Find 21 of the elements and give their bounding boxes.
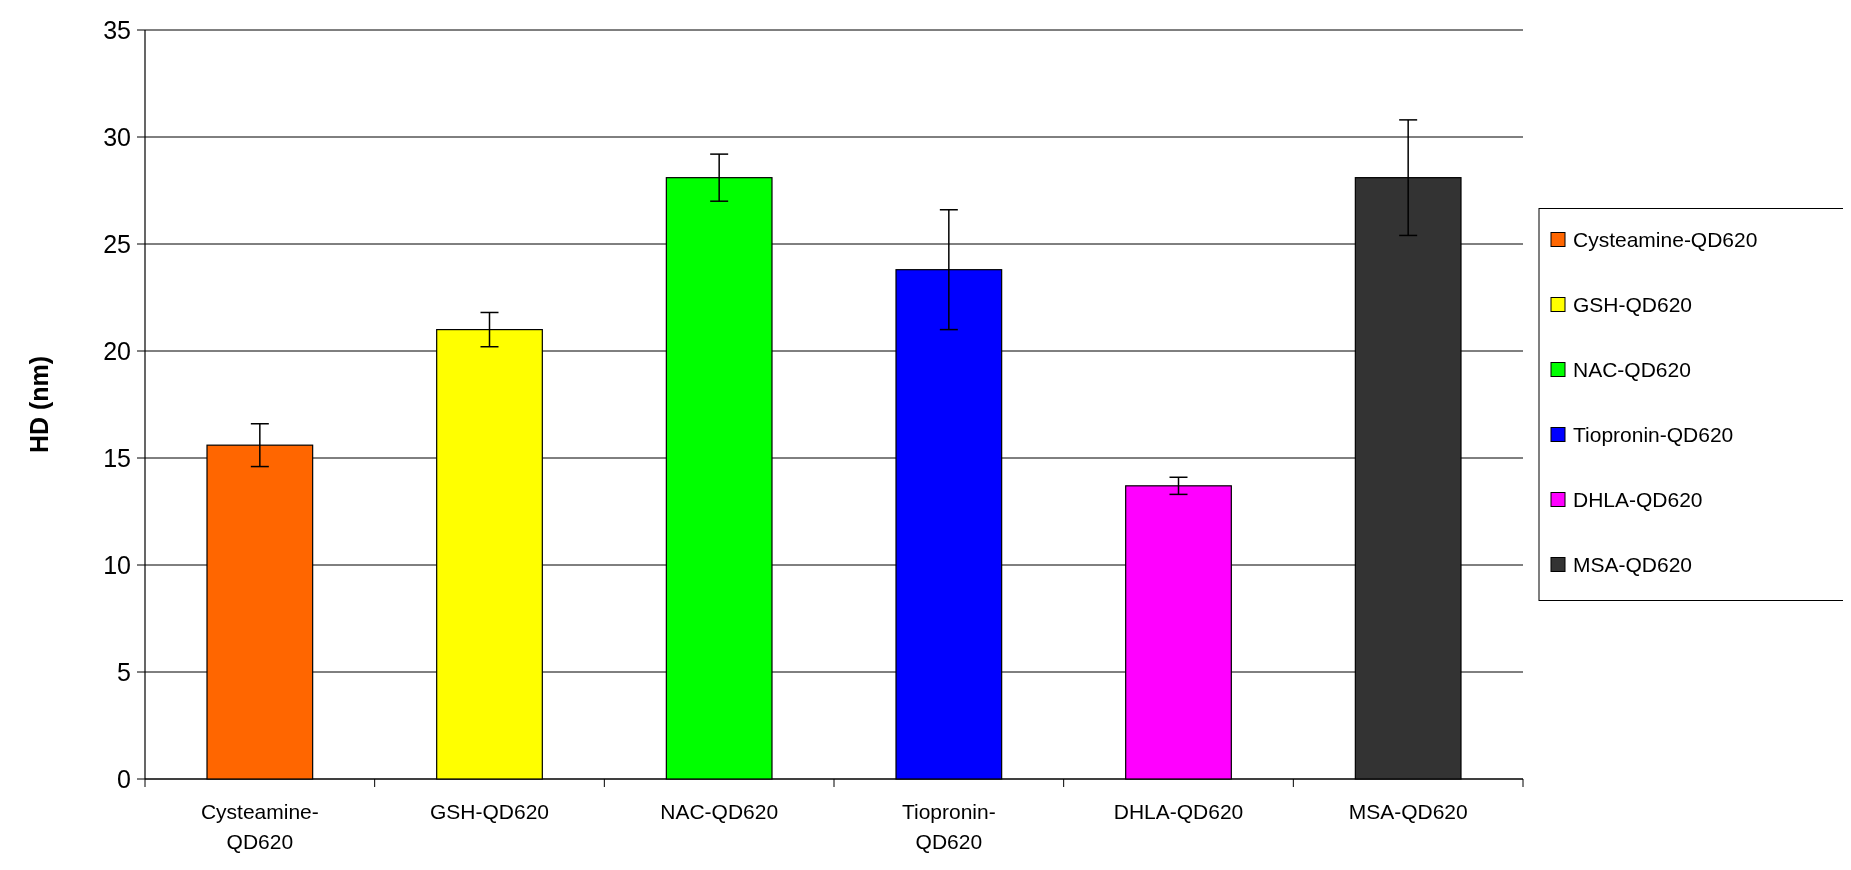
legend-label: Cysteamine-QD620: [1573, 227, 1758, 251]
y-tick-label: 35: [103, 15, 131, 44]
legend-label: GSH-QD620: [1573, 292, 1693, 316]
x-tick-label: Cysteamine-QD620: [200, 800, 319, 853]
y-tick-label: 0: [117, 764, 131, 793]
x-tick-label: MSA-QD620: [1348, 800, 1468, 823]
legend-label: Tiopronin-QD620: [1573, 422, 1734, 446]
legend-label: MSA-QD620: [1573, 552, 1693, 576]
y-tick-label: 5: [117, 657, 131, 686]
x-tick-label: DHLA-QD620: [1113, 800, 1244, 823]
y-tick-label: 10: [103, 550, 131, 579]
x-tick-label: NAC-QD620: [660, 800, 779, 823]
y-tick-label: 25: [103, 229, 131, 258]
x-tick-label: Tiopronin-QD620: [901, 800, 996, 853]
y-tick-label: 15: [103, 443, 131, 472]
x-tick-label: GSH-QD620: [429, 800, 550, 823]
y-axis-title: HD (nm): [25, 355, 53, 454]
y-tick-label: 30: [103, 122, 131, 151]
y-tick-label: 20: [103, 336, 131, 365]
legend-label: NAC-QD620: [1573, 357, 1691, 381]
legend-label: DHLA-QD620: [1573, 487, 1703, 511]
